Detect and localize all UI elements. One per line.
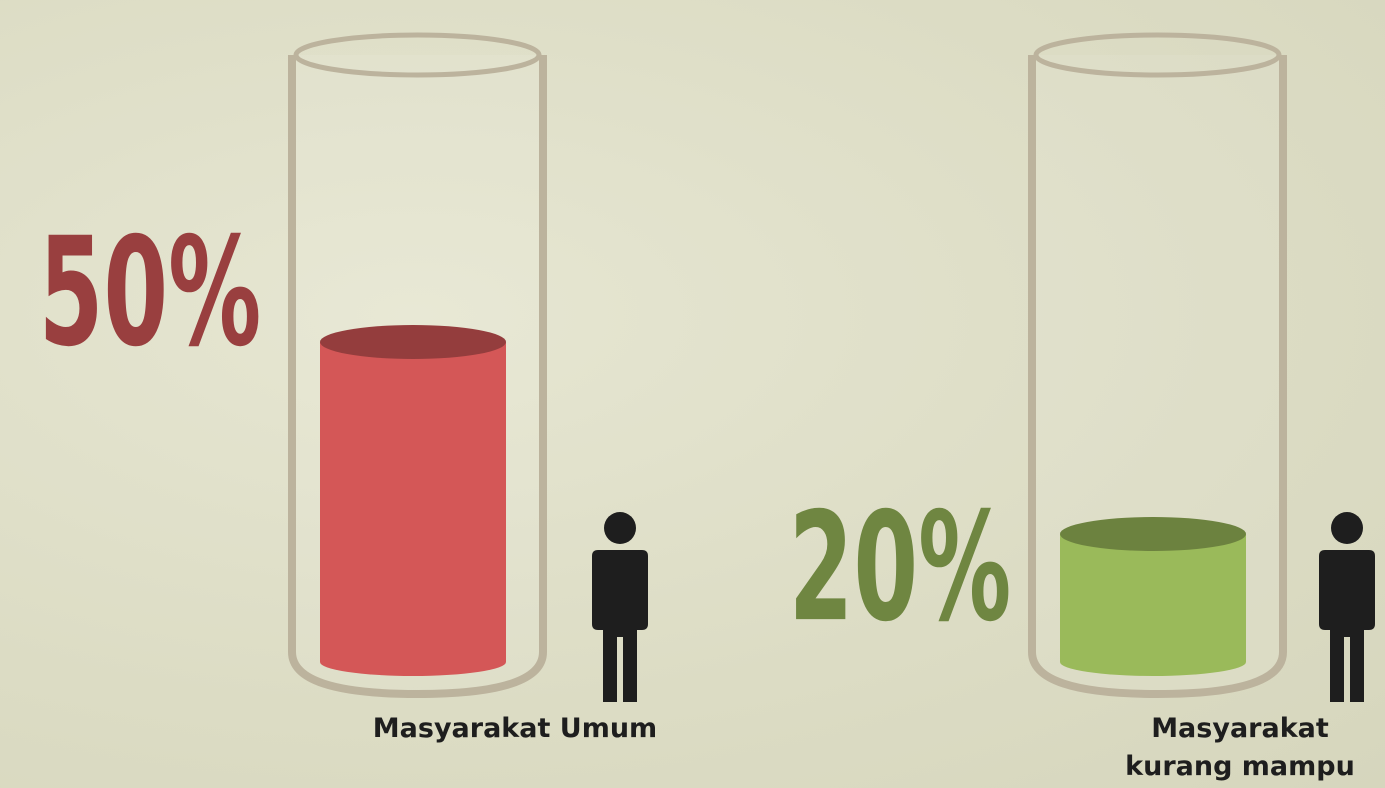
person-icon: [1319, 512, 1375, 702]
person-head: [604, 512, 636, 544]
category-label: Masyarakat Umum: [372, 713, 658, 744]
glass-rim: [1033, 32, 1282, 78]
person-body: [1319, 550, 1375, 702]
category-label: Masyarakat kurang mampu: [1125, 713, 1355, 782]
value-label: 50%: [39, 206, 262, 380]
fill-cylinder: [1060, 517, 1246, 676]
fill-top: [1060, 517, 1246, 551]
person-body: [592, 550, 648, 702]
fill-cylinder: [320, 325, 506, 676]
person-icon: [592, 512, 648, 702]
value-label: 20%: [789, 481, 1012, 655]
glass-rim: [293, 32, 542, 78]
fill-body: [1060, 534, 1246, 662]
fill-top: [320, 325, 506, 359]
fill-body: [320, 342, 506, 662]
person-head: [1331, 512, 1363, 544]
